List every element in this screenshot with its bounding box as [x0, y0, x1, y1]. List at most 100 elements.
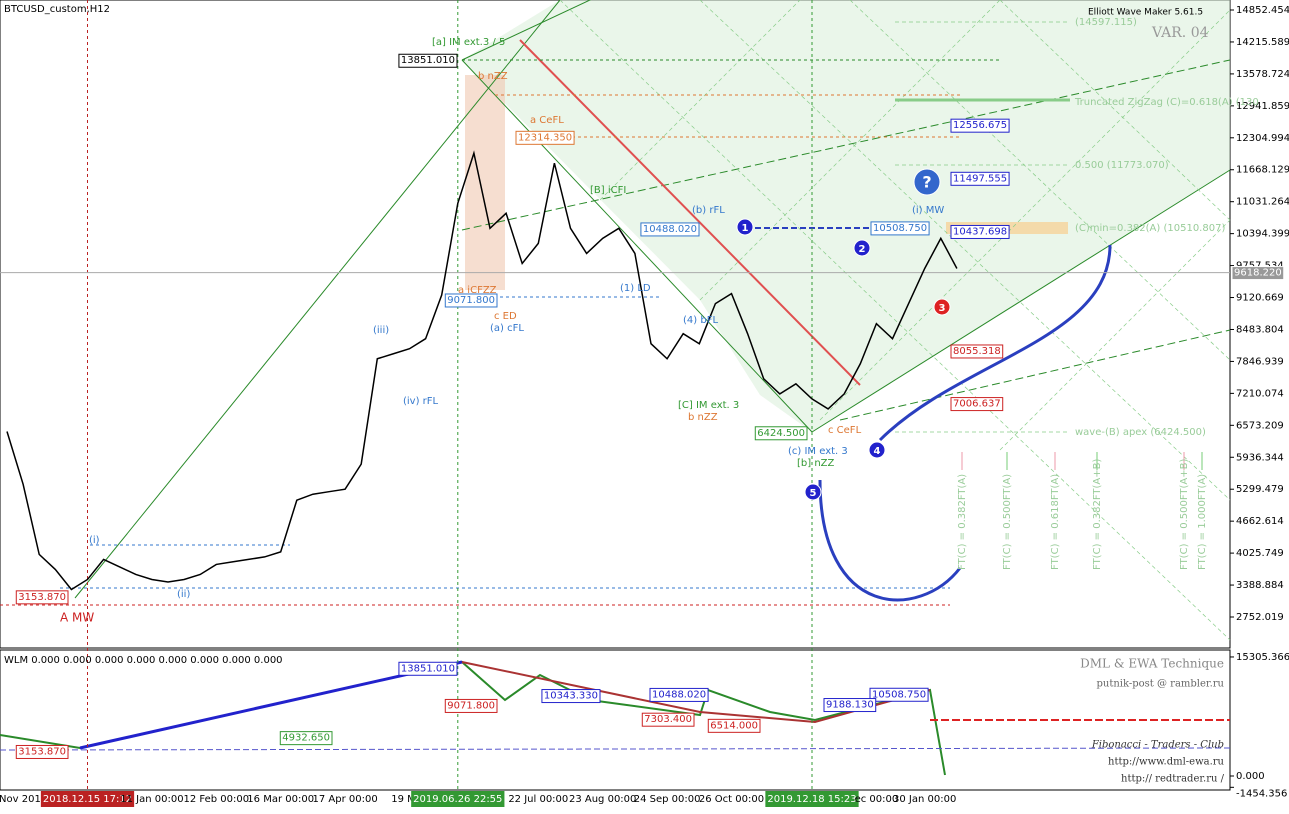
- channel-lines: [74, 0, 1231, 599]
- y-tick-label: 6573.209: [1236, 420, 1284, 431]
- level-label: 12314.350: [518, 132, 572, 143]
- wave-annotation: A MW: [60, 611, 94, 625]
- x-tick-label: 2019.12.18 15:23: [767, 794, 856, 805]
- level-box: [15, 590, 69, 605]
- level-label: 12556.675: [953, 120, 1007, 131]
- wave-marker: [913, 168, 941, 196]
- level-label: 13851.010: [401, 55, 455, 66]
- y-tick-label: 15305.366: [1236, 652, 1289, 663]
- level-label: 3153.870: [18, 746, 66, 757]
- wave-annotation: [B] iCFI: [590, 185, 626, 196]
- level-label: 9071.800: [447, 295, 495, 306]
- level-box: [444, 698, 498, 713]
- wave-annotation: [b] nZZ: [797, 458, 835, 469]
- wave-annotation: c ED: [494, 311, 517, 322]
- wave-marker: [868, 441, 886, 459]
- wave-annotation: a CeFL: [530, 115, 564, 126]
- level-box: [950, 171, 1010, 186]
- wave-marker-label: 3: [939, 303, 946, 314]
- level-label: 8055.318: [953, 346, 1001, 357]
- credit-text: putnik-post @ rambler.ru: [1096, 679, 1224, 690]
- level-box: [398, 53, 458, 68]
- level-label: 3153.870: [18, 592, 66, 603]
- wave-annotation: a iCFZZ: [458, 285, 497, 296]
- wave-marker: [933, 298, 951, 316]
- y-tick-label: 2752.019: [1236, 612, 1284, 623]
- x-tick-label: 2018.12.15 17:12: [43, 794, 132, 805]
- red-trendline: [519, 39, 861, 386]
- level-box: [950, 397, 1004, 412]
- price-line: [6, 150, 958, 591]
- level-box: [950, 118, 1010, 133]
- wave-annotation: (14597.115): [1075, 17, 1137, 28]
- level-box: [279, 731, 333, 746]
- credit-text: http:// redtrader.ru /: [1121, 774, 1225, 785]
- wave-annotation: (i): [89, 535, 100, 546]
- y-tick-label: 4662.614: [1236, 516, 1284, 527]
- wave-annotation: [C] IM ext. 3: [678, 400, 739, 411]
- x-tick-label: 23 Aug 00:00: [569, 794, 636, 805]
- wave-annotation: VAR. 04: [1151, 25, 1209, 41]
- level-label: 7006.637: [953, 399, 1001, 410]
- level-label: 7303.400: [644, 714, 692, 725]
- level-label: 10343.330: [544, 691, 598, 702]
- y-tick-label: 13578.724: [1236, 69, 1289, 80]
- dotted-levels: [0, 59, 1000, 606]
- level-box: [15, 744, 69, 759]
- x-tick-label: 24 Sep 00:00: [634, 794, 701, 805]
- wave-marker-label: 2: [859, 244, 866, 255]
- level-box: [515, 130, 575, 145]
- wave-marker-label: 5: [810, 488, 817, 499]
- wave-marker-label: 4: [874, 446, 881, 457]
- wave-line: [79, 660, 463, 750]
- fib-zone: [462, 0, 1230, 432]
- level-box: [641, 712, 695, 727]
- wave-annotation: b nZZ: [478, 71, 508, 82]
- y-tick-label: 7210.074: [1236, 388, 1284, 399]
- level-box: [444, 293, 498, 308]
- level-label: 4932.650: [282, 733, 330, 744]
- wave-marker-label: 1: [742, 223, 749, 234]
- level-label: 13851.010: [401, 663, 455, 674]
- level-label: 10437.698: [953, 226, 1007, 237]
- y-tick-label: 5299.479: [1236, 484, 1284, 495]
- x-tick-label: 12 Feb 00:00: [183, 794, 249, 805]
- wave-annotation: 0.500 (11773.070): [1075, 160, 1169, 171]
- wave-box: [465, 75, 505, 290]
- level-line: [0, 747, 1231, 751]
- credit-text: http://www.dml-ewa.ru: [1108, 757, 1225, 768]
- ft-label: FT(C) = 1.000FT(A): [1197, 474, 1208, 570]
- ft-label: FT(C) = 0.618FT(A): [1050, 474, 1061, 570]
- level-label: 10508.750: [872, 689, 926, 700]
- x-tick-highlight: [765, 791, 859, 807]
- arrow: [878, 244, 1112, 442]
- wave-annotation: c CeFL: [828, 425, 862, 436]
- y-tick-label: 7846.939: [1236, 356, 1284, 367]
- x-tick-label: 26 Oct 00:00: [699, 794, 764, 805]
- level-label: 11497.555: [953, 173, 1007, 184]
- x-tick-label: 30 Jan 00:00: [893, 794, 956, 805]
- credit-text: DML & EWA Technique: [1080, 657, 1224, 671]
- wave-annotation: (b) rFL: [692, 205, 725, 216]
- level-label: 10488.020: [643, 224, 697, 235]
- wave-annotation: (iii): [373, 325, 389, 336]
- level-box: [870, 221, 930, 236]
- wave-marker-label: ?: [922, 173, 931, 192]
- y-tick-label: 0.000: [1236, 771, 1265, 782]
- level-label: 9188.130: [826, 700, 874, 711]
- ft-label: FT(C) = 0.382FT(A+B): [1092, 459, 1103, 571]
- x-tick-label: 17 Apr 00:00: [312, 794, 377, 805]
- level-box: [754, 426, 808, 441]
- y-tick-label: 14215.589: [1236, 37, 1289, 48]
- level-box: [398, 661, 458, 676]
- x-tick-label: ec 00:00: [855, 794, 899, 805]
- x-tick-label: 16 Mar 00:00: [247, 794, 314, 805]
- y-tick-label: 11031.264: [1236, 197, 1289, 208]
- level-label: 9618.220: [1234, 268, 1282, 279]
- level-label: 10508.750: [873, 223, 927, 234]
- wave-marker: [736, 218, 754, 236]
- y-tick-label: 11668.129: [1236, 165, 1289, 176]
